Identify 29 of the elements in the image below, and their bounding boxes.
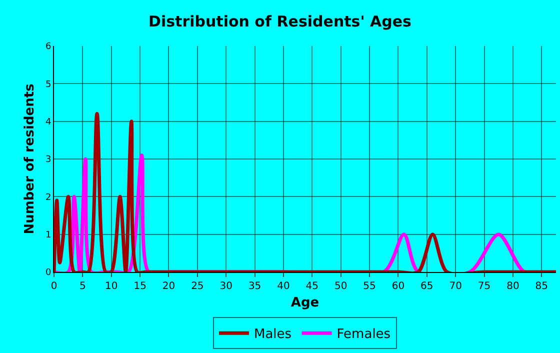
y-axis-title: Number of residents xyxy=(22,83,38,234)
y-tick-label: 3 xyxy=(45,155,52,166)
y-tick-label: 4 xyxy=(45,117,52,128)
x-tick-label: 15 xyxy=(134,281,146,292)
y-tick-label: 2 xyxy=(45,192,52,203)
x-tick-label: 70 xyxy=(449,281,462,292)
x-tick-label: 30 xyxy=(220,281,232,292)
x-tick-label: 10 xyxy=(105,281,118,292)
x-tick-label: 60 xyxy=(392,281,405,292)
legend-label: Males xyxy=(254,327,292,342)
y-tick-label: 6 xyxy=(45,42,52,52)
y-tick-label: 1 xyxy=(45,230,52,240)
x-tick-label: 80 xyxy=(506,281,520,292)
y-tick-label: 5 xyxy=(45,80,52,90)
x-tick-label: 45 xyxy=(306,281,319,292)
x-tick-label: 75 xyxy=(478,281,491,292)
x-tick-label: 35 xyxy=(248,281,262,292)
x-tick-label: 5 xyxy=(80,281,86,292)
x-tick-label: 65 xyxy=(420,281,434,292)
legend-label: Females xyxy=(336,327,391,342)
x-tick-label: 85 xyxy=(535,281,548,292)
y-tick-label: 0 xyxy=(45,268,52,278)
x-tick-label: 55 xyxy=(363,281,376,292)
x-tick-label: 20 xyxy=(162,281,176,292)
x-tick-label: 25 xyxy=(191,281,204,292)
chart-title: Distribution of Residents' Ages xyxy=(148,12,412,30)
x-tick-label: 50 xyxy=(334,281,348,292)
x-tick-label: 40 xyxy=(277,281,290,292)
x-axis-title: Age xyxy=(290,296,320,311)
